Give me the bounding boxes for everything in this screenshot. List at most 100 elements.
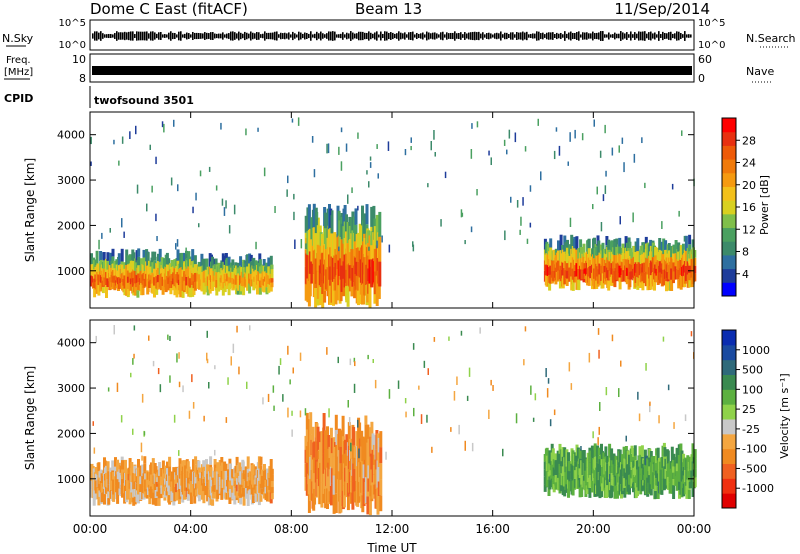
echo-cell bbox=[248, 475, 252, 481]
echo-cell bbox=[456, 376, 458, 386]
nsky-sample bbox=[168, 32, 170, 40]
echo-cell bbox=[362, 464, 366, 479]
echo-cell bbox=[129, 131, 131, 140]
echo-cell bbox=[234, 262, 238, 268]
echo-cell bbox=[217, 271, 221, 281]
echo-cell bbox=[688, 456, 692, 463]
echo-cell bbox=[576, 447, 580, 462]
echo-cell bbox=[202, 478, 206, 491]
echo-cell bbox=[630, 258, 634, 265]
echo-cell bbox=[113, 275, 117, 283]
echo-cell bbox=[327, 143, 330, 154]
nsky-sample bbox=[498, 33, 500, 39]
echo-cell bbox=[186, 490, 190, 501]
nsky-sample bbox=[444, 34, 446, 38]
echo-cell bbox=[373, 248, 377, 272]
echo-cell bbox=[90, 161, 92, 166]
echo-cell bbox=[688, 482, 692, 489]
echo-cell bbox=[326, 347, 328, 355]
echo-cell bbox=[688, 272, 692, 281]
echo-cell bbox=[208, 166, 211, 172]
nsky-sample bbox=[408, 32, 410, 40]
echo-cell bbox=[351, 249, 355, 268]
echo-cell bbox=[583, 252, 587, 258]
echo-cell bbox=[579, 247, 583, 259]
echo-cell bbox=[180, 252, 184, 267]
echo-cell bbox=[378, 211, 382, 237]
echo-cell bbox=[197, 494, 201, 502]
echo-cell bbox=[153, 268, 157, 278]
echo-cell bbox=[202, 282, 206, 295]
echo-cell bbox=[236, 471, 239, 479]
echo-cell bbox=[105, 285, 108, 298]
echo-cell bbox=[173, 490, 177, 502]
nsky-sample bbox=[584, 32, 586, 40]
echo-cell bbox=[574, 129, 576, 139]
echo-cell bbox=[334, 414, 338, 435]
echo-cell bbox=[337, 356, 339, 364]
echo-cell bbox=[372, 464, 376, 475]
echo-cell bbox=[168, 456, 172, 467]
echo-cell bbox=[667, 384, 670, 391]
nsky-sample bbox=[330, 31, 332, 41]
echo-cell bbox=[652, 456, 656, 465]
station-title: Dome C East (fitACF) bbox=[90, 0, 248, 18]
echo-cell bbox=[139, 492, 143, 500]
echo-cell bbox=[316, 218, 318, 226]
nsky-sample bbox=[474, 31, 476, 41]
nsky-sample bbox=[334, 31, 336, 41]
echo-cell bbox=[176, 475, 180, 483]
echo-cell bbox=[346, 496, 350, 511]
echo-cell bbox=[215, 264, 219, 273]
nsky-sample bbox=[268, 32, 270, 40]
echo-cell bbox=[397, 380, 400, 389]
echo-cell bbox=[307, 204, 311, 230]
nsky-sample bbox=[242, 33, 244, 39]
echo-cell bbox=[548, 450, 552, 464]
echo-cell bbox=[365, 204, 369, 225]
colorbar-cell bbox=[722, 254, 736, 270]
echo-cell bbox=[655, 478, 659, 486]
echo-cell bbox=[649, 403, 651, 413]
echo-cell bbox=[187, 472, 191, 478]
nsky-sample bbox=[166, 34, 168, 38]
echo-cell bbox=[623, 448, 627, 459]
echo-cell bbox=[470, 149, 473, 159]
echo-cell bbox=[218, 468, 222, 477]
echo-cell bbox=[270, 487, 274, 494]
echo-cell bbox=[570, 383, 573, 390]
nsky-sample bbox=[380, 31, 382, 41]
echo-cell bbox=[519, 229, 521, 235]
echo-cell bbox=[639, 273, 643, 283]
echo-cell bbox=[629, 448, 632, 458]
echo-cell bbox=[291, 118, 294, 123]
echo-cell bbox=[358, 422, 362, 443]
echo-cell bbox=[606, 463, 610, 471]
power-ylabel: Slant Range [km] bbox=[23, 158, 37, 262]
echo-cell bbox=[418, 385, 420, 390]
echo-cell bbox=[123, 282, 127, 289]
echo-cell bbox=[634, 251, 638, 263]
echo-cell bbox=[249, 267, 253, 274]
echo-cell bbox=[550, 443, 554, 453]
echo-cell bbox=[628, 484, 631, 495]
echo-cell bbox=[639, 454, 643, 465]
nsky-sample bbox=[604, 34, 606, 38]
nsky-sample bbox=[370, 32, 372, 40]
x-tick-label: 04:00 bbox=[173, 522, 208, 536]
echo-cell bbox=[317, 450, 319, 460]
echo-cell bbox=[342, 278, 346, 297]
echo-cell bbox=[634, 272, 638, 283]
echo-cell bbox=[274, 206, 276, 214]
nsky-label: N.Sky bbox=[2, 32, 34, 45]
echo-cell bbox=[199, 483, 203, 490]
echo-cell bbox=[619, 216, 621, 225]
echo-cell bbox=[187, 477, 191, 484]
echo-cell bbox=[688, 258, 692, 266]
echo-cell bbox=[583, 263, 587, 269]
echo-cell bbox=[520, 216, 522, 226]
nsky-sample bbox=[618, 33, 620, 39]
echo-cell bbox=[101, 232, 103, 239]
echo-cell bbox=[206, 464, 210, 474]
nsky-sample bbox=[416, 32, 418, 40]
